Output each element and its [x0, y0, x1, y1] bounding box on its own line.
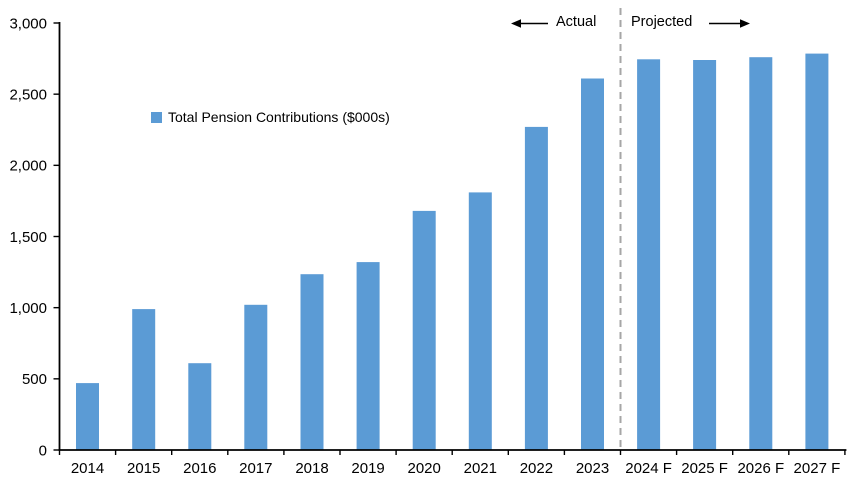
legend: Total Pension Contributions ($000s) — [151, 109, 390, 125]
x-tick-label: 2023 — [576, 460, 609, 477]
x-tick-label: 2027 F — [794, 460, 841, 477]
bar-2020 — [412, 210, 436, 450]
x-tick-label: 2025 F — [681, 460, 728, 477]
bar-2017 — [244, 304, 268, 450]
x-tick-label: 2018 — [295, 460, 328, 477]
projected-label: Projected — [631, 14, 693, 30]
bar-2024-F — [637, 59, 661, 451]
bar-2018 — [300, 274, 324, 450]
y-tick-label: 2,500 — [9, 87, 47, 104]
x-tick-label: 2019 — [351, 460, 384, 477]
y-tick-label: 1,000 — [9, 300, 47, 317]
bar-2025-F — [693, 60, 717, 450]
bar-2027-F — [805, 53, 829, 450]
x-tick-label: 2021 — [464, 460, 497, 477]
right-arrow-icon — [709, 19, 750, 28]
x-tick-label: 2014 — [71, 460, 104, 477]
legend-swatch-icon — [151, 111, 162, 123]
y-tick-label: 2,000 — [9, 158, 47, 175]
x-tick-label: 2015 — [127, 460, 160, 477]
bar-2026-F — [749, 57, 773, 450]
x-tick-label: 2016 — [183, 460, 216, 477]
bar-2014 — [76, 383, 99, 450]
bar-2015 — [132, 309, 156, 450]
bar-2016 — [188, 363, 212, 450]
left-arrow-icon — [511, 19, 548, 28]
y-tick-label: 1,500 — [9, 229, 47, 246]
legend-label: Total Pension Contributions ($000s) — [168, 109, 390, 125]
y-tick-label: 500 — [22, 371, 47, 388]
x-tick-label: 2026 F — [737, 460, 784, 477]
actual-label: Actual — [556, 14, 597, 30]
bar-2019 — [356, 262, 380, 450]
x-tick-label: 2020 — [408, 460, 441, 477]
bar-2022 — [524, 126, 548, 451]
bar-2023 — [581, 78, 604, 450]
x-tick-label: 2017 — [239, 460, 272, 477]
y-tick-label: 0 — [39, 442, 47, 459]
x-tick-label: 2022 — [520, 460, 553, 477]
x-tick-label: 2024 F — [625, 460, 672, 477]
y-tick-label: 3,000 — [9, 15, 47, 32]
bar-2021 — [468, 192, 492, 450]
